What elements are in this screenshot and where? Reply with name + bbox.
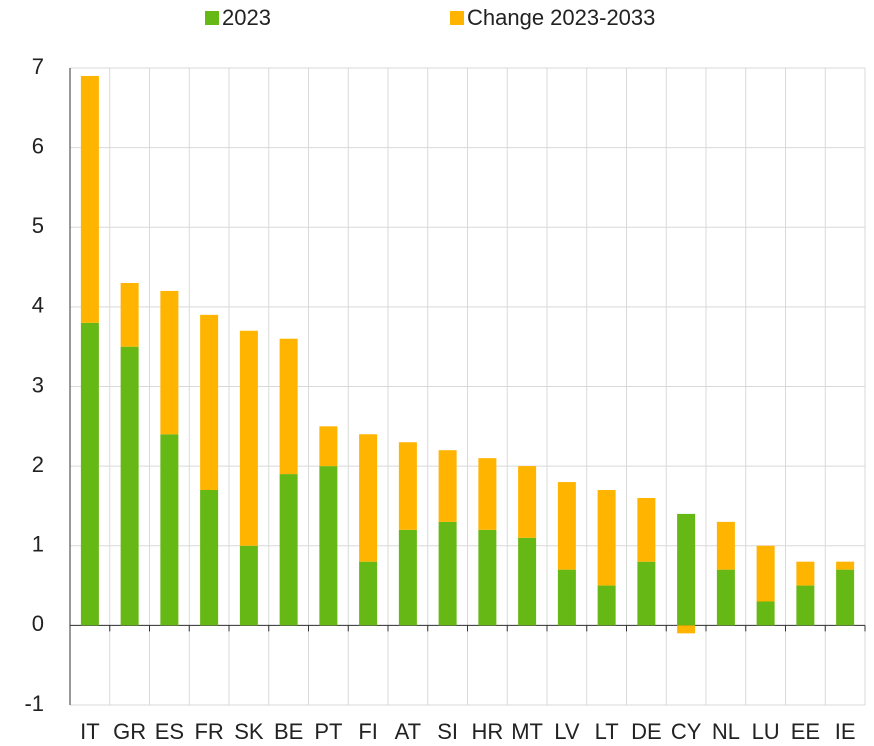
bar-segment [557,482,576,570]
y-tick-label: 4 [32,293,44,318]
bar-segment [637,497,656,562]
bar-segment [438,450,457,522]
bar-segment [478,529,497,626]
bar-segment [677,513,696,626]
x-tick-label: LT [595,719,619,744]
bar-segment [677,625,696,634]
bar-segment [796,561,815,586]
bar-segment [239,330,258,546]
y-tick-label: 5 [32,213,44,238]
x-tick-label: IE [835,719,856,744]
bar-segment [756,601,775,626]
x-tick-label: FI [358,719,378,744]
x-tick-label: EE [791,719,820,744]
y-tick-label: -1 [24,691,44,716]
bar-segment [478,458,497,530]
bar-segment [796,585,815,626]
bar-segment [557,569,576,626]
bar-segment [160,434,179,626]
legend-label: 2023 [222,5,271,30]
y-tick-label: 6 [32,133,44,158]
y-tick-label: 1 [32,532,44,557]
bar-segment [836,569,855,626]
x-tick-label: SI [437,719,458,744]
bar-segment [637,561,656,626]
x-tick-label: LU [752,719,780,744]
x-tick-label: GR [113,719,146,744]
y-tick-label: 2 [32,452,44,477]
legend-swatch [205,11,219,25]
bar-segment [836,561,855,570]
bar-segment [200,314,219,491]
bar-segment [319,426,338,467]
bar-segment [279,474,298,626]
bar-segment [160,290,179,435]
bar-segment [120,282,139,347]
y-tick-label: 7 [32,54,44,79]
bar-segment [756,545,775,602]
bar-segment [716,521,735,570]
bar-segment [398,442,417,530]
bar-segment [239,545,258,626]
x-tick-label: FR [194,719,223,744]
bar-segment [518,537,537,626]
y-tick-label: 0 [32,611,44,636]
x-tick-label: BE [274,719,303,744]
x-tick-label: IT [80,719,100,744]
bar-segment [80,75,99,323]
bar-segment [80,322,99,626]
x-tick-label: HR [471,719,503,744]
bar-segment [319,466,338,626]
bar-segment [716,569,735,626]
x-tick-label: PT [314,719,342,744]
bar-segment [597,490,616,586]
x-tick-label: DE [631,719,662,744]
bar-segment [597,585,616,626]
bar-segment [398,529,417,626]
y-tick-label: 3 [32,372,44,397]
x-tick-label: LV [554,719,580,744]
bar-segment [518,466,537,538]
x-tick-label: CY [671,719,702,744]
bar-segment [200,490,219,626]
x-tick-label: ES [155,719,184,744]
x-tick-label: MT [511,719,543,744]
x-tick-label: NL [712,719,740,744]
bar-segment [359,561,378,626]
bar-segment [279,338,298,475]
bar-segment [438,521,457,626]
x-tick-label: SK [234,719,264,744]
x-tick-label: AT [395,719,421,744]
bar-segment [359,434,378,562]
legend-swatch [450,11,464,25]
bar-segment [120,346,139,626]
legend-label: Change 2023-2033 [467,5,655,30]
